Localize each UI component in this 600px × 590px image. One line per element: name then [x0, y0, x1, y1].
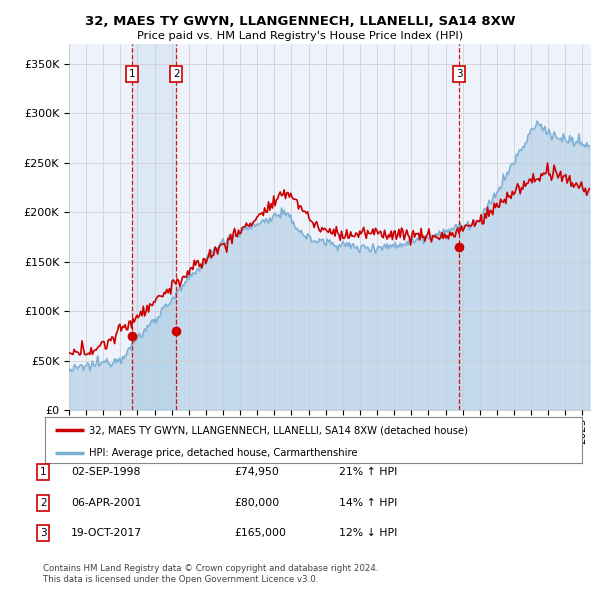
Text: 1: 1: [128, 69, 135, 79]
Text: 06-APR-2001: 06-APR-2001: [71, 498, 141, 507]
Text: 2: 2: [173, 69, 179, 79]
Text: 19-OCT-2017: 19-OCT-2017: [71, 529, 142, 538]
Text: Contains HM Land Registry data © Crown copyright and database right 2024.: Contains HM Land Registry data © Crown c…: [43, 565, 379, 573]
Text: Price paid vs. HM Land Registry's House Price Index (HPI): Price paid vs. HM Land Registry's House …: [137, 31, 463, 41]
Text: HPI: Average price, detached house, Carmarthenshire: HPI: Average price, detached house, Carm…: [89, 448, 358, 458]
Bar: [132, 44, 176, 410]
Text: 21% ↑ HPI: 21% ↑ HPI: [339, 467, 397, 477]
Text: 3: 3: [456, 69, 463, 79]
Text: £74,950: £74,950: [234, 467, 279, 477]
Text: 12% ↓ HPI: 12% ↓ HPI: [339, 529, 397, 538]
Text: 32, MAES TY GWYN, LLANGENNECH, LLANELLI, SA14 8XW (detached house): 32, MAES TY GWYN, LLANGENNECH, LLANELLI,…: [89, 425, 468, 435]
Text: 2: 2: [40, 498, 47, 507]
Text: 3: 3: [40, 529, 47, 538]
Text: 1: 1: [40, 467, 47, 477]
Text: 02-SEP-1998: 02-SEP-1998: [71, 467, 140, 477]
Text: This data is licensed under the Open Government Licence v3.0.: This data is licensed under the Open Gov…: [43, 575, 319, 584]
Text: 14% ↑ HPI: 14% ↑ HPI: [339, 498, 397, 507]
Text: £80,000: £80,000: [234, 498, 279, 507]
Text: £165,000: £165,000: [234, 529, 286, 538]
Text: 32, MAES TY GWYN, LLANGENNECH, LLANELLI, SA14 8XW: 32, MAES TY GWYN, LLANGENNECH, LLANELLI,…: [85, 15, 515, 28]
